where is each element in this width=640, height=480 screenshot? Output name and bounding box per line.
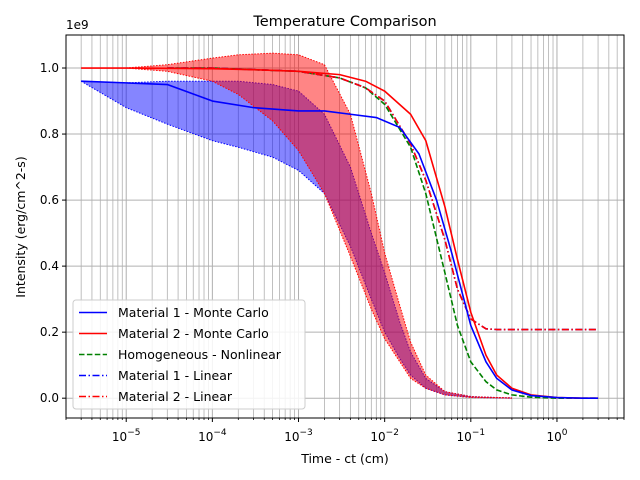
uncertainty-band-1-lower-edge [80,80,512,399]
x-tick-label: 100 [546,428,567,444]
y-tick-label: 0.8 [40,127,59,141]
x-tick-label: 10−3 [284,428,313,444]
uncertainty-band-2 [81,53,512,399]
uncertainty-band-1 [81,81,512,399]
legend: Material 1 - Monte Carlo Material 2 - Mo… [72,299,306,410]
y-tick-label: 1.0 [40,61,59,75]
x-tick-label: 10−5 [112,428,141,444]
y-tick-label: 0.2 [40,325,59,339]
uncertainty-band-2-upper-edge [81,52,512,399]
legend-label-material-1-linear: Material 1 - Linear [118,368,233,383]
x-axis-label: Time - ct (cm) [300,451,389,466]
uncertainty-bands [80,52,512,399]
chart-title: Temperature Comparison [252,14,436,30]
legend-label-material-2-monte-carlo: Material 2 - Monte Carlo [118,326,269,341]
y-tick-label: 0.4 [40,259,59,273]
x-tick-label: 10−2 [370,428,399,444]
series-line-5 [167,67,599,331]
axis-ticks: 10−5 10−4 10−3 10−2 10−1 100 0.0 0.2 0.4 0.6 0.8 1.… [40,61,625,444]
legend-label-material-1-monte-carlo: Material 1 - Monte Carlo [118,305,269,320]
series-line-2 [81,67,599,399]
uncertainty-band-2-lower-edge [81,67,512,399]
x-tick-label: 10−4 [198,428,227,444]
legend-label-material-2-linear: Material 2 - Linear [118,389,233,404]
y-tick-label: 0.0 [40,391,59,405]
y-scale-label: 1e9 [66,18,89,32]
x-tick-label: 10−1 [457,428,486,444]
legend-box [72,299,306,410]
y-axis-label: Intensity (erg/cm^2-s) [13,156,28,297]
y-tick-label: 0.6 [40,193,59,207]
legend-label-homogeneous-nonlinear: Homogeneous - Nonlinear [118,347,282,362]
plot-frame [65,34,625,419]
series-lines [81,67,599,399]
series-line-1 [81,80,599,399]
